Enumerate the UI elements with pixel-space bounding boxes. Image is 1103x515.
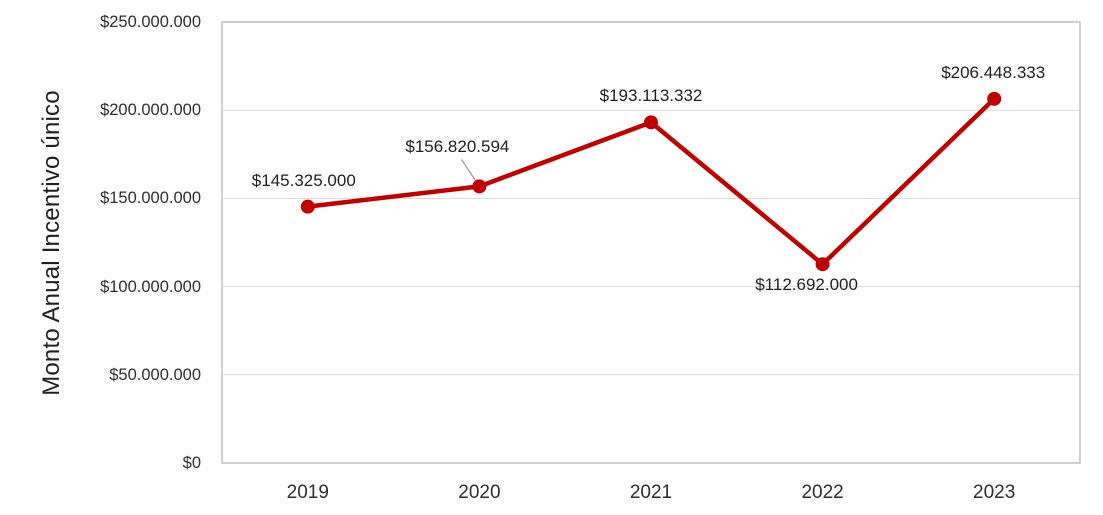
y-axis-tick-label: $0 [182, 454, 201, 472]
plot-border [221, 21, 1081, 464]
data-label: $145.325.000 [251, 170, 356, 190]
data-point-marker [300, 199, 315, 214]
data-label: $193.113.332 [599, 86, 703, 106]
y-axis-tick-label: $50.000.000 [109, 365, 201, 384]
data-label: $206.448.333 [941, 62, 1046, 82]
data-label: $156.820.594 [405, 137, 510, 157]
data-point-marker [987, 91, 1002, 106]
data-point-marker [472, 179, 487, 194]
x-axis-tick-label: 2022 [801, 482, 844, 503]
x-axis-tick-label: 2020 [458, 482, 501, 503]
y-axis-tick-label: $200.000.000 [100, 101, 201, 120]
data-point-marker [644, 115, 658, 130]
data-label: $112.692.000 [755, 275, 858, 295]
y-axis-tick-label: $100.000.000 [100, 277, 201, 296]
y-axis-title: Monto Anual Incentivo único [38, 90, 65, 396]
y-axis-tick-label: $250.000.000 [100, 13, 201, 31]
x-axis-tick-label: 2023 [973, 482, 1016, 503]
x-axis-tick-label: 2019 [286, 482, 329, 503]
data-label-leader-line [460, 158, 479, 184]
y-axis-tick-label: $150.000.000 [100, 189, 201, 208]
x-axis-tick-label: 2021 [629, 482, 673, 503]
data-point-marker [815, 257, 830, 272]
